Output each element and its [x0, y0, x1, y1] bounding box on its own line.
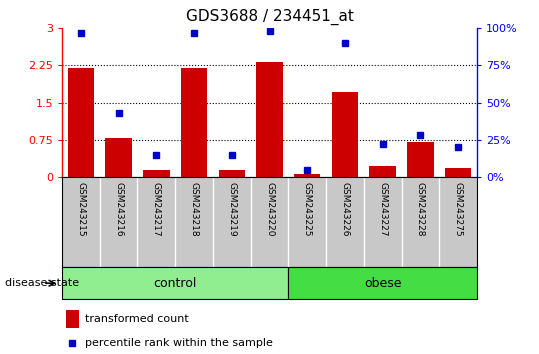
Text: transformed count: transformed count	[85, 314, 189, 324]
Bar	[257, 62, 282, 177]
Bar	[332, 92, 358, 177]
Text: GSM243217: GSM243217	[152, 182, 161, 236]
Text: GSM243228: GSM243228	[416, 182, 425, 236]
Text: GSM243218: GSM243218	[190, 182, 198, 236]
Bar	[181, 68, 207, 177]
Bar	[294, 173, 320, 177]
Text: percentile rank within the sample: percentile rank within the sample	[85, 338, 273, 348]
FancyBboxPatch shape	[288, 267, 477, 299]
Text: GSM243275: GSM243275	[454, 182, 462, 236]
Text: GSM243226: GSM243226	[341, 182, 349, 236]
Text: GDS3688 / 234451_at: GDS3688 / 234451_at	[185, 9, 354, 25]
Text: GSM243225: GSM243225	[303, 182, 312, 236]
Text: disease state: disease state	[5, 278, 80, 288]
Text: GSM243216: GSM243216	[114, 182, 123, 236]
Bar	[143, 170, 169, 177]
Text: GSM243215: GSM243215	[77, 182, 85, 236]
Text: GSM243219: GSM243219	[227, 182, 236, 236]
Bar	[219, 170, 245, 177]
FancyBboxPatch shape	[62, 267, 288, 299]
Bar	[66, 310, 79, 328]
Text: control: control	[154, 277, 197, 290]
Bar	[68, 68, 94, 177]
Bar	[407, 142, 433, 177]
Bar	[445, 168, 471, 177]
Bar	[370, 166, 396, 177]
Text: GSM243227: GSM243227	[378, 182, 387, 236]
Bar	[106, 138, 132, 177]
Text: GSM243220: GSM243220	[265, 182, 274, 236]
Text: obese: obese	[364, 277, 402, 290]
